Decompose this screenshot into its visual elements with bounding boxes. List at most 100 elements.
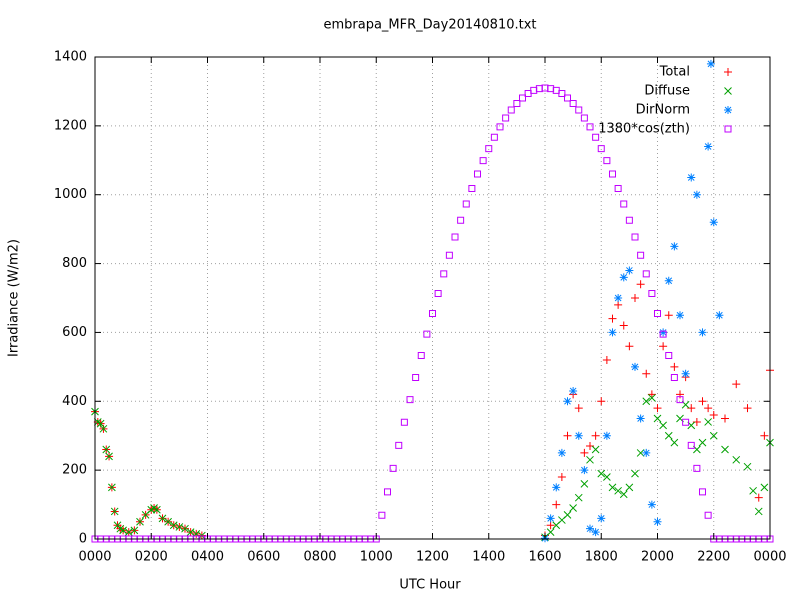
data-point — [124, 528, 133, 536]
data-point — [721, 445, 729, 454]
data-point — [400, 418, 408, 426]
x-tick-label: 1600 — [528, 550, 561, 565]
data-point — [698, 397, 707, 406]
data-point — [546, 521, 555, 530]
data-point — [614, 294, 623, 302]
data-point — [96, 419, 105, 428]
data-point — [574, 431, 583, 440]
data-point — [580, 466, 589, 475]
legend-marker — [724, 106, 732, 114]
series — [91, 84, 774, 543]
y-axis-label: Irradiance (W/m2) — [7, 239, 22, 357]
data-point — [451, 233, 459, 241]
data-point — [547, 85, 555, 93]
data-point — [457, 216, 465, 224]
data-point — [704, 418, 712, 426]
y-tick-label: 1000 — [54, 187, 87, 202]
data-point — [603, 473, 611, 481]
x-tick-label: 0000 — [753, 550, 786, 565]
data-point — [654, 309, 661, 317]
data-point — [642, 397, 651, 406]
data-point — [557, 473, 566, 482]
data-point — [445, 251, 453, 259]
data-point — [614, 300, 623, 309]
data-point — [558, 89, 566, 97]
data-point — [642, 369, 651, 378]
data-point — [754, 493, 763, 502]
data-point — [108, 483, 116, 492]
data-point — [619, 273, 628, 282]
data-point — [519, 94, 526, 102]
legend-marker — [724, 87, 732, 95]
data-point — [569, 504, 577, 512]
data-point — [659, 330, 667, 338]
data-point — [709, 218, 718, 227]
data-point — [175, 523, 184, 531]
data-point — [625, 342, 634, 351]
data-point — [625, 216, 633, 224]
data-point — [608, 314, 617, 323]
data-point — [592, 133, 600, 141]
data-point — [631, 362, 639, 371]
data-point — [181, 524, 189, 533]
data-point — [653, 404, 662, 413]
y-tick-label: 200 — [62, 463, 87, 478]
data-point — [513, 99, 521, 107]
x-tick-label: 0000 — [78, 550, 111, 565]
data-point — [687, 441, 695, 449]
data-point — [423, 330, 431, 338]
data-point — [130, 526, 139, 535]
data-point — [614, 185, 622, 193]
data-point — [760, 483, 769, 492]
y-tick-label: 1400 — [54, 50, 87, 65]
legend-marker — [724, 68, 732, 76]
data-point — [597, 145, 605, 153]
data-point — [692, 190, 701, 199]
data-point — [602, 431, 611, 440]
data-point — [564, 94, 571, 102]
data-point — [597, 469, 606, 478]
data-point — [766, 535, 774, 543]
data-point — [743, 462, 752, 471]
data-point — [743, 404, 752, 413]
data-point — [474, 170, 481, 178]
data-point — [693, 464, 701, 472]
data-point — [670, 374, 678, 382]
data-point — [535, 85, 543, 93]
data-point — [653, 517, 662, 526]
data-point — [462, 200, 470, 208]
data-point — [552, 483, 561, 492]
data-point — [699, 488, 706, 496]
data-point — [704, 142, 713, 151]
data-point — [721, 414, 729, 423]
data-point — [546, 528, 555, 536]
data-point — [608, 328, 617, 337]
data-point — [384, 488, 391, 496]
data-point — [110, 507, 119, 516]
data-point — [647, 390, 656, 399]
data-point — [591, 528, 600, 537]
data-point — [580, 480, 589, 488]
data-point — [186, 528, 195, 536]
data-point — [597, 514, 606, 523]
x-axis-label: UTC Hour — [399, 578, 461, 593]
data-point — [631, 233, 639, 241]
data-point — [434, 290, 442, 298]
data-point — [468, 185, 476, 193]
y-tick-label: 1200 — [54, 118, 87, 133]
data-point — [412, 374, 420, 382]
data-point — [704, 404, 713, 413]
data-point — [760, 431, 769, 440]
x-tick-label: 2200 — [697, 550, 730, 565]
data-point — [389, 464, 397, 472]
data-point — [406, 396, 414, 404]
data-point — [637, 251, 645, 259]
x-tick-label: 0600 — [247, 550, 280, 565]
data-point — [557, 448, 566, 457]
data-point — [395, 441, 403, 449]
data-point — [552, 86, 560, 94]
data-point — [709, 431, 718, 440]
data-point — [620, 200, 628, 208]
data-point — [619, 321, 628, 330]
data-point — [158, 514, 167, 523]
